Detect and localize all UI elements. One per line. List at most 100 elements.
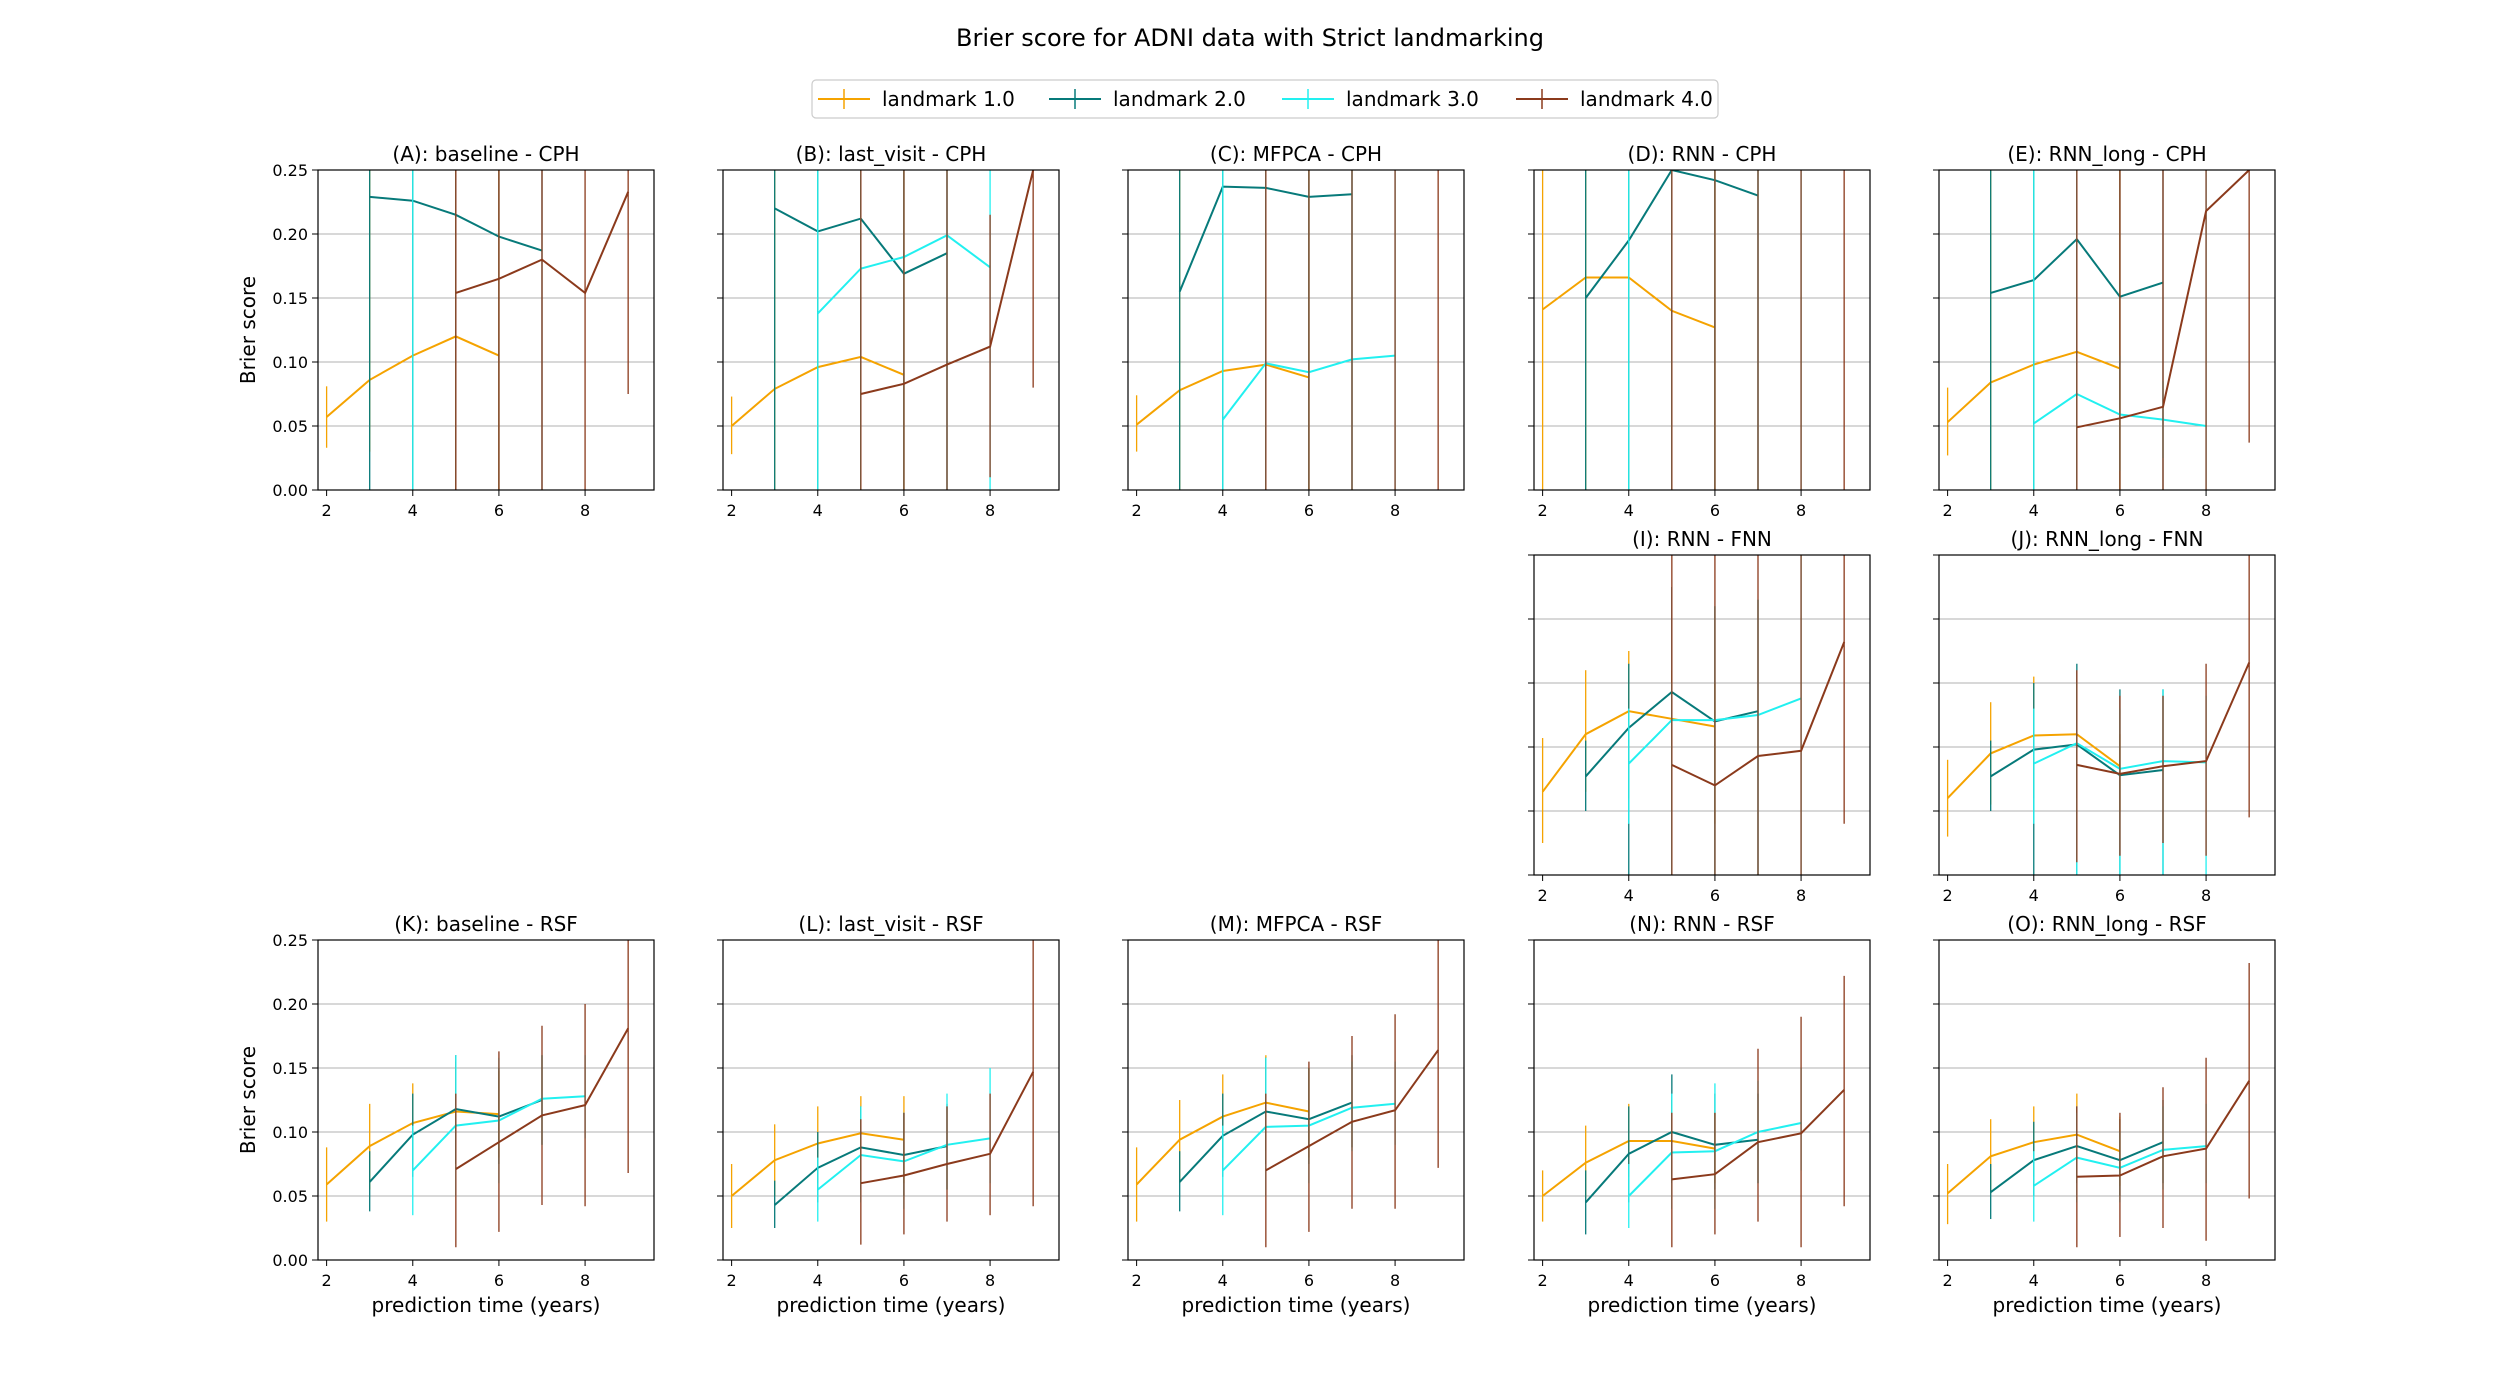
panel: 0.00 0.05 0.10 0.15 0.20 0.25 2 4 6 8 (K): baselin… [236,912,655,1317]
y-tick-label: 0.00 [272,481,308,500]
x-tick-label: 2 [1943,1271,1953,1290]
x-tick-label: 4 [1218,1271,1228,1290]
series-line [2076,170,2250,429]
axes-frame [317,939,655,1261]
x-tick-label: 2 [1132,1271,1142,1290]
x-tick-label: 8 [2201,501,2211,520]
panels: 0.00 0.05 0.10 0.15 0.20 0.25 2 4 6 8 (A): baselin… [236,142,2276,1317]
x-axis-label: prediction time (years) [1182,1293,1411,1317]
x-tick-label: 8 [1796,886,1806,905]
x-tick-label: 6 [1710,1271,1720,1290]
x-tick-label: 6 [1304,1271,1314,1290]
x-axis-label: prediction time (years) [1993,1293,2222,1317]
x-tick-label: 4 [408,501,418,520]
series-line [1584,170,1759,299]
series-line [1671,641,1846,787]
x-tick-label: 4 [1624,1271,1634,1290]
x-tick-label: 4 [1218,501,1228,520]
plot-area [1541,170,1845,490]
x-tick-label: 8 [1390,501,1400,520]
x-tick-label: 2 [1538,886,1548,905]
panel-title: (C): MFPCA - CPH [1210,142,1382,166]
plot-area [730,940,1035,1245]
panel: 2 4 6 8 (C): MFPCA - CPH [1122,142,1465,520]
x-tick-label: 6 [899,501,909,520]
plot-area [1946,963,2251,1248]
x-tick-label: 2 [322,501,332,520]
series-line [455,1027,630,1170]
y-tick-label: 0.25 [272,931,308,950]
x-axis-label: prediction time (years) [777,1293,1006,1317]
x-tick-label: 6 [2115,886,2125,905]
series-line [860,170,1035,395]
x-tick-label: 4 [1624,501,1634,520]
x-tick-label: 2 [1538,1271,1548,1290]
x-tick-label: 6 [1710,501,1720,520]
axes-frame [1127,169,1465,491]
y-axis-label: Brier score [236,1046,260,1154]
y-tick-label: 0.25 [272,161,308,180]
plot-area [1946,555,2251,875]
axes-frame [1938,939,2276,1261]
plot-area [1541,555,1846,875]
x-tick-label: 6 [1304,501,1314,520]
panel-title: (A): baseline - CPH [392,142,579,166]
y-axis-label: Brier score [236,276,260,384]
legend-label: landmark 4.0 [1580,87,1713,111]
axes-frame [1533,939,1871,1261]
plot-area [1541,975,1845,1248]
x-tick-label: 2 [1943,501,1953,520]
legend-frame [811,79,1719,119]
x-tick-label: 6 [2115,1271,2125,1290]
x-tick-label: 4 [2029,1271,2039,1290]
legend-label: landmark 1.0 [882,87,1015,111]
plot-area [1135,940,1440,1248]
x-tick-label: 4 [813,1271,823,1290]
axes-frame [722,169,1060,491]
panel: 2 4 6 8 (B): last_visit - CPH [717,142,1060,520]
axes-frame [1533,169,1871,491]
panel: 2 4 6 8 (M): MFPCA - RSF prediction time (yea… [1122,912,1465,1317]
series-line [860,1071,1035,1185]
panel-title: (E): RNN_long - CPH [2007,142,2206,166]
x-tick-label: 8 [985,1271,995,1290]
legend-label: landmark 2.0 [1113,87,1246,111]
axes-frame [317,169,655,491]
axes-frame [1127,939,1465,1261]
y-tick-label: 0.15 [272,289,308,308]
x-tick-label: 8 [580,501,590,520]
y-tick-label: 0.20 [272,995,308,1014]
axes-frame [1938,169,2276,491]
panel-title: (K): baseline - RSF [394,912,578,936]
plot-area [1135,170,1439,490]
x-tick-label: 2 [322,1271,332,1290]
y-tick-label: 0.10 [272,353,308,372]
panel-title: (L): last_visit - RSF [798,912,983,936]
x-tick-label: 4 [813,501,823,520]
figure-title: Brier score for ADNI data with Strict la… [956,24,1544,52]
panel: 2 4 6 8 (N): RNN - RSF prediction time (years… [1528,912,1871,1317]
panel-title: (D): RNN - CPH [1628,142,1777,166]
x-tick-label: 6 [2115,501,2125,520]
x-tick-label: 8 [1390,1271,1400,1290]
plot-area [730,170,1035,490]
panel: 2 4 6 8 (O): RNN_long - RSF prediction time (… [1933,912,2276,1317]
series-line [1671,1089,1845,1181]
axes-frame [1533,554,1871,876]
x-tick-label: 2 [1132,501,1142,520]
panel: 2 4 6 8 (I): RNN - FNN [1528,527,1871,905]
x-tick-label: 2 [1943,886,1953,905]
axes-frame [722,939,1060,1261]
panel-title: (B): last_visit - CPH [796,142,987,166]
x-tick-label: 8 [580,1271,590,1290]
x-tick-label: 6 [899,1271,909,1290]
panel-title: (J): RNN_long - FNN [2011,527,2204,551]
panel: 2 4 6 8 (E): RNN_long - CPH [1933,142,2276,520]
panel-title: (M): MFPCA - RSF [1210,912,1382,936]
panel-title: (O): RNN_long - RSF [2007,912,2206,936]
legend: landmark 1.0 landmark 2.0 landmark 3.0 land… [811,79,1719,119]
x-axis-label: prediction time (years) [372,1293,601,1317]
y-tick-label: 0.00 [272,1251,308,1270]
x-tick-label: 8 [1796,501,1806,520]
